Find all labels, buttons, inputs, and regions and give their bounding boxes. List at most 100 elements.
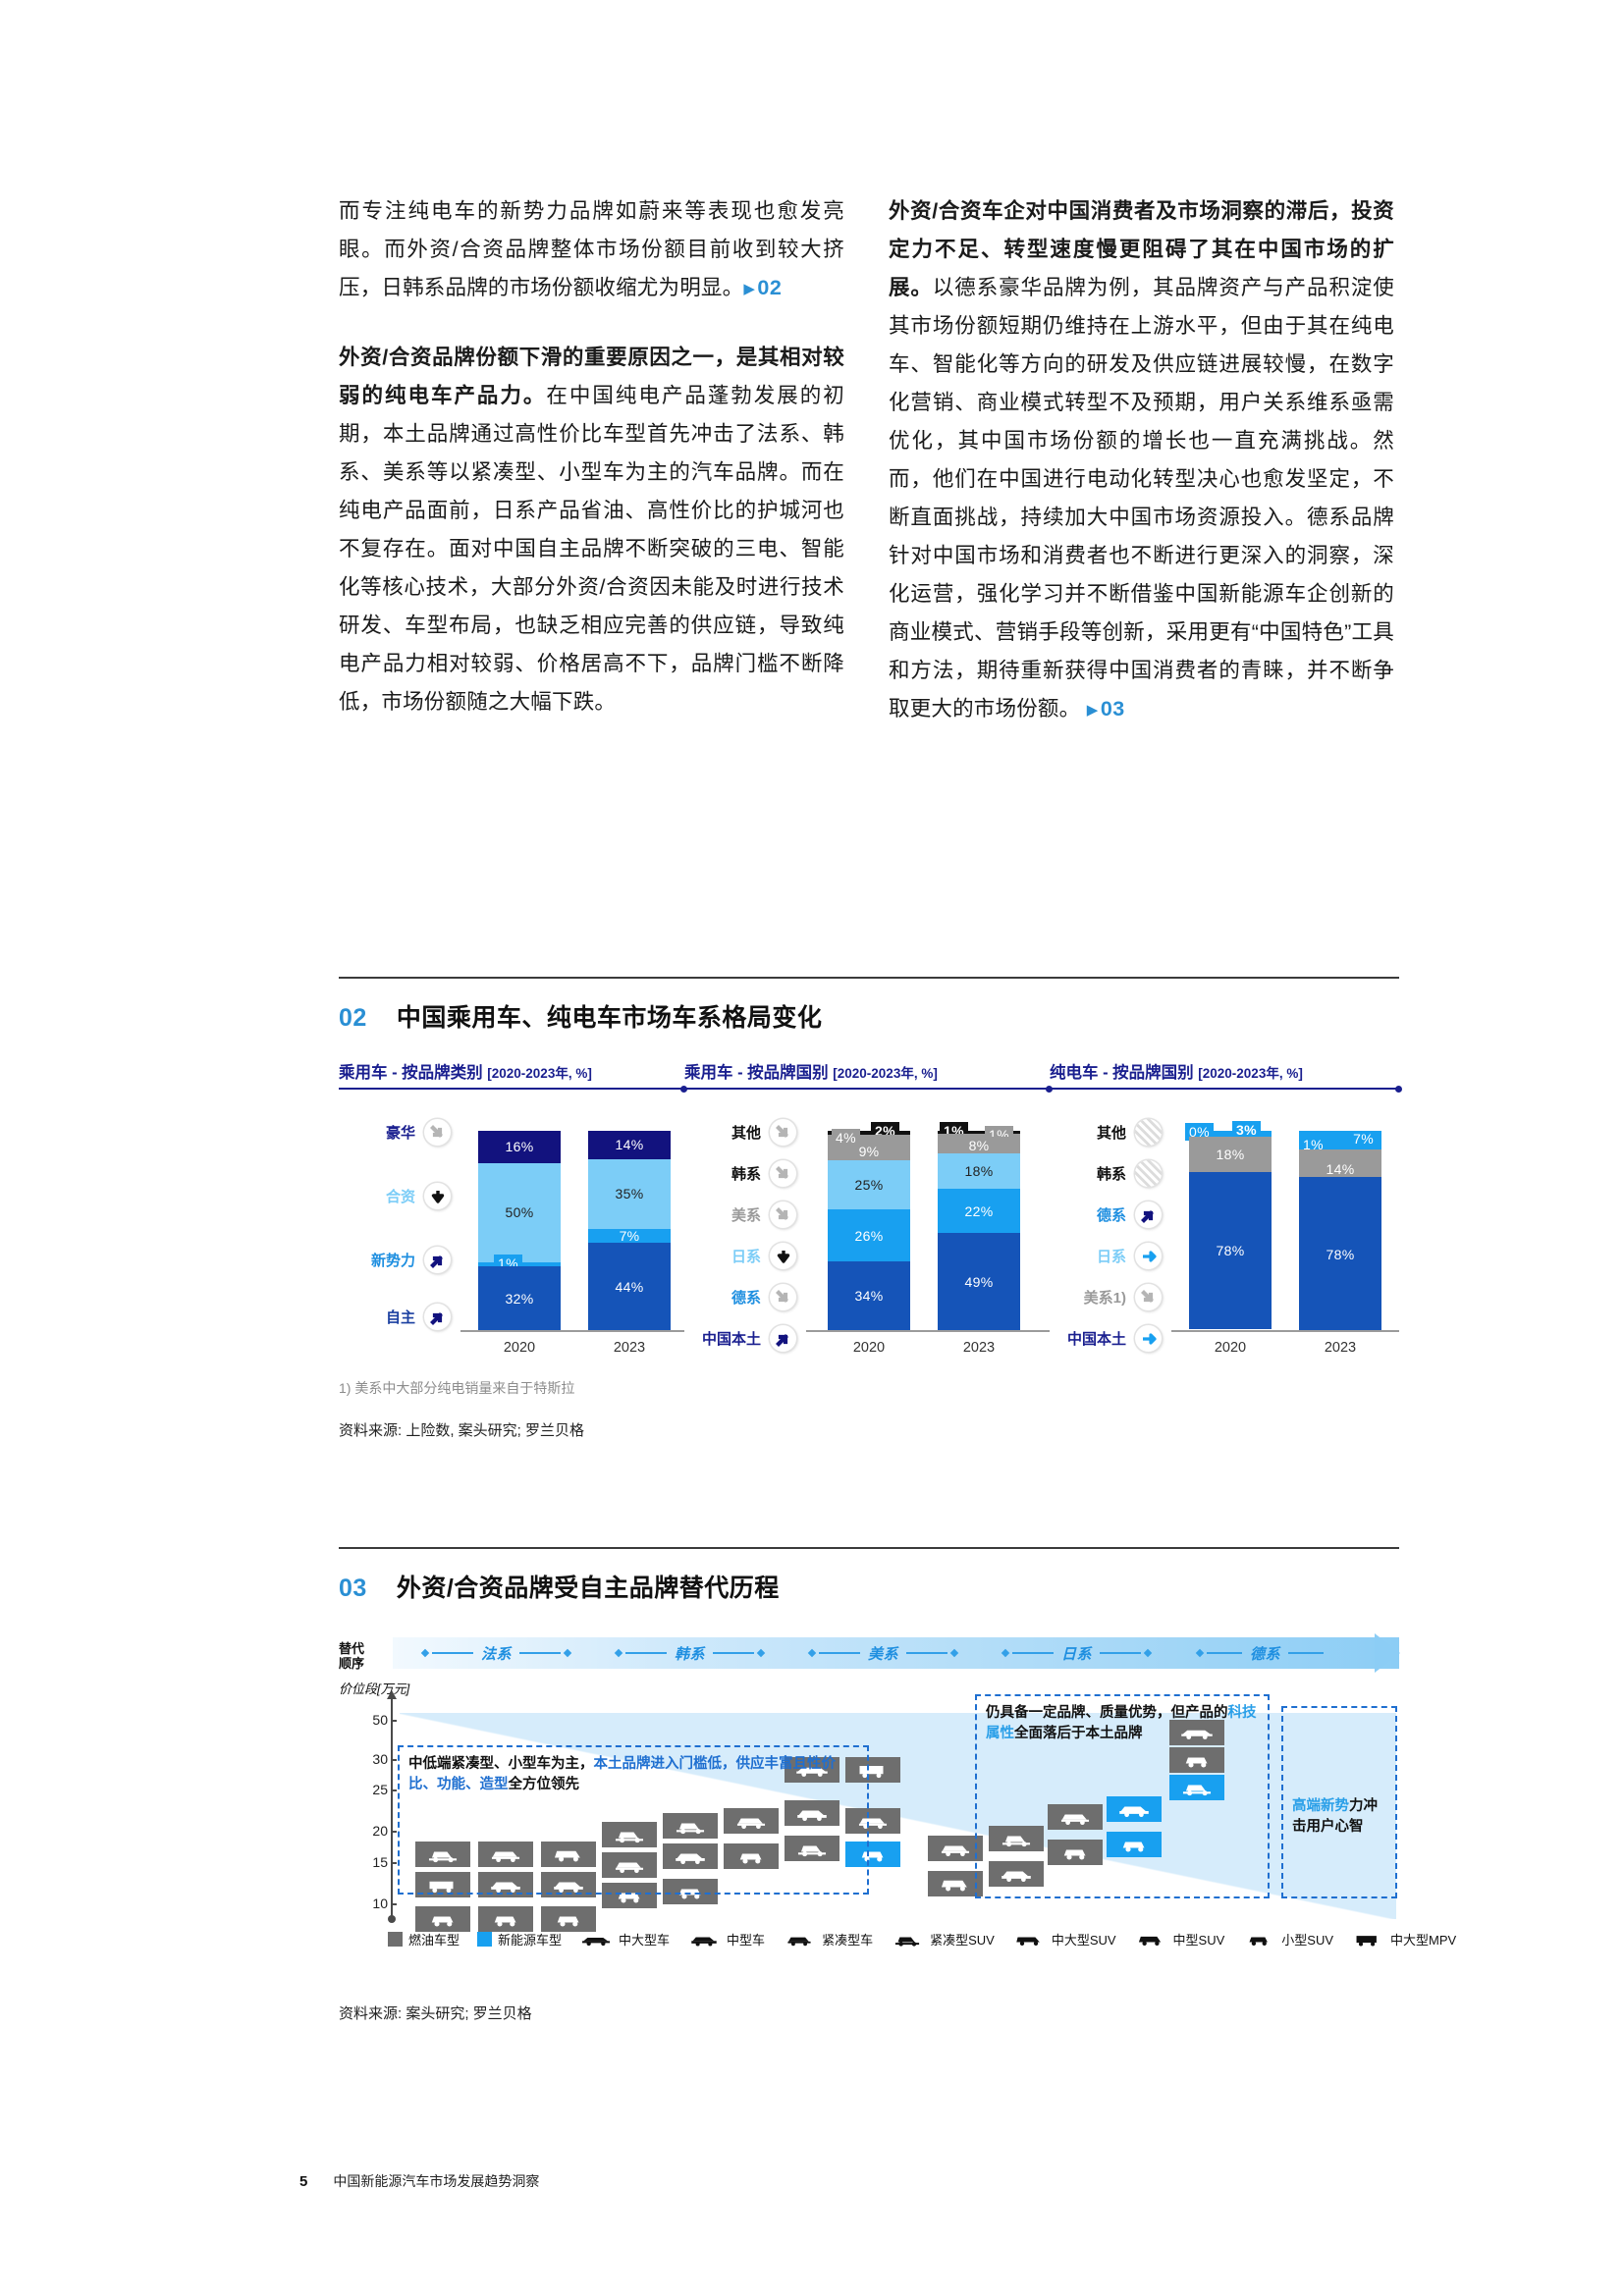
bar-2020[interactable]: 16% 50% 1% 32% 2020	[478, 1131, 561, 1356]
annotation-box-high-end: 高端新势力冲击用户心智	[1281, 1706, 1397, 1898]
car-tile-suv-small	[724, 1843, 779, 1869]
dot-icon	[563, 1648, 572, 1658]
segment-value: 9%	[858, 1144, 880, 1159]
panel-2-rule	[684, 1085, 1053, 1093]
car-tile-sedan-large	[785, 1757, 839, 1783]
bar-2020[interactable]: 0% 3% 18% 78% 2020	[1185, 1121, 1272, 1356]
legend-label: 韩系	[731, 1166, 761, 1183]
legend-label: 中大型SUV	[1051, 1933, 1116, 1948]
legend-mpv-large[interactable]: 中大型MPV	[1351, 1930, 1456, 1949]
legend-item-american[interactable]: 美系	[731, 1201, 796, 1228]
exhibit-ref-02[interactable]: ▶02	[743, 276, 782, 299]
legend-item-korean[interactable]: 韩系	[1097, 1160, 1162, 1187]
annotation-right-text: 高端新势力冲击用户心智	[1283, 1708, 1395, 1844]
suv-large-icon	[1012, 1933, 1046, 1947]
panel-2-axis	[806, 1330, 1050, 1332]
legend-fuel[interactable]: 燃油车型	[388, 1930, 460, 1949]
panel-1-axis	[460, 1330, 684, 1332]
exhibit-03-legend: 燃油车型 新能源车型 中大型车 中型车 紧凑型车 紧凑型SUV 中大型SUV 中…	[388, 1930, 1474, 1949]
legend-item-new-force[interactable]: 新势力	[371, 1247, 451, 1273]
annotation-box-low-end: 中低端紧凑型、小型车为主，本土品牌进入门槛低，供应丰富且性价比、功能、造型全方位…	[398, 1745, 869, 1895]
legend-item-german[interactable]: 德系	[1097, 1201, 1162, 1228]
car-tile-sedan-compact	[845, 1808, 900, 1834]
exhibit-02-header: 02 中国乘用车、纯电车市场车系格局变化	[339, 998, 1399, 1034]
dot-icon	[1001, 1648, 1010, 1658]
sedan-large-icon	[579, 1933, 613, 1947]
exhibit-03-divider	[339, 1547, 1399, 1549]
segment-china-local: 34%	[828, 1261, 910, 1330]
legend-item-german[interactable]: 德系	[731, 1284, 796, 1310]
bar-2023[interactable]: 7% 1% 14% 78% 2023	[1299, 1131, 1381, 1356]
bar-2023[interactable]: 1% 1% 8% 18% 22% 49% 2023	[938, 1122, 1020, 1356]
paragraph-2-text: 在中国纯电产品蓬勃发展的初期，本土品牌通过高性价比车型首先冲击了法系、韩系、美系…	[339, 384, 844, 714]
exhibit-ref-02-label: 02	[757, 276, 783, 299]
bar-2020[interactable]: 2% 4% 9% 25% 26% 34% 2020	[828, 1122, 910, 1356]
sequence-item-korean: 韩系	[594, 1637, 785, 1669]
segment-value: 7%	[1353, 1131, 1374, 1147]
segment-luxury: 14%	[588, 1131, 671, 1159]
panel-1-title-unit: [2020-2023年, %]	[487, 1066, 592, 1081]
legend-item-korean[interactable]: 韩系	[731, 1160, 796, 1187]
legend-item-domestic[interactable]: 自主	[386, 1304, 451, 1330]
legend-suv-mid[interactable]: 中型SUV	[1134, 1930, 1224, 1949]
legend-label: 其他	[1096, 1125, 1126, 1142]
exhibit-02-number: 02	[339, 1004, 367, 1032]
car-tile-sedan-compact	[928, 1836, 983, 1861]
no-trend-hatch-icon	[1135, 1160, 1162, 1187]
y-tick-25: 25	[358, 1782, 397, 1797]
trend-up-right-icon	[424, 1304, 451, 1330]
sequence-name: 美系	[867, 1645, 898, 1663]
segment-value-callout: 1%	[1299, 1136, 1327, 1154]
trend-down-right-icon	[1135, 1284, 1162, 1310]
exhibit-03-number: 03	[339, 1575, 367, 1602]
suv-mid-icon	[1134, 1933, 1167, 1947]
legend-nev[interactable]: 新能源车型	[477, 1930, 562, 1949]
legend-item-china-local[interactable]: 中国本土	[1067, 1325, 1162, 1352]
car-tile-sedan-compact	[478, 1842, 533, 1867]
legend-item-japanese[interactable]: 日系	[731, 1243, 796, 1269]
legend-item-luxury[interactable]: 豪华	[386, 1119, 451, 1146]
sequence-item-german: 德系	[1174, 1637, 1346, 1669]
car-tile-sedan-mid	[663, 1843, 718, 1869]
legend-sedan-compact[interactable]: 紧凑型车	[783, 1930, 873, 1949]
car-tile-sedan-compact	[1048, 1804, 1103, 1830]
exhibit-ref-03[interactable]: ▶03	[1080, 697, 1124, 721]
segment-value-callout: 3%	[1232, 1121, 1261, 1140]
car-tile-suv-small	[1048, 1840, 1103, 1865]
legend-suv-small[interactable]: 小型SUV	[1242, 1930, 1333, 1949]
car-tile-sedan-large	[1169, 1720, 1224, 1745]
segment-value: 25%	[854, 1177, 884, 1193]
y-axis	[387, 1690, 397, 1923]
legend-label: 自主	[385, 1309, 415, 1326]
annotation-right-run-0: 高端新势	[1292, 1798, 1349, 1814]
segment-american: 14%	[1299, 1149, 1381, 1177]
car-tile-mpv-large	[845, 1757, 900, 1783]
legend-item-other[interactable]: 其他	[731, 1119, 796, 1146]
panel-3-title: 纯电车 - 按品牌国别 [2020-2023年, %]	[1050, 1059, 1399, 1083]
legend-suv-large[interactable]: 中大型SUV	[1012, 1930, 1116, 1949]
legend-item-other[interactable]: 其他	[1097, 1119, 1162, 1146]
y-axis-title: 价位段[万元]	[339, 1682, 410, 1696]
sequence-item-japanese: 日系	[981, 1637, 1172, 1669]
car-tile-suv-compact	[663, 1813, 718, 1839]
segment-domestic: 44%	[588, 1243, 671, 1330]
annotation-left-run-0: 中低端紧凑型、小型车为主，	[408, 1756, 594, 1772]
panel-1-title-main: 乘用车 - 按品牌类别	[339, 1064, 483, 1082]
chart-panel-bev-country: 纯电车 - 按品牌国别 [2020-2023年, %] 其他 韩系	[1050, 1059, 1402, 1357]
legend-label: 新势力	[370, 1253, 415, 1269]
line	[1100, 1652, 1141, 1654]
bar-2023[interactable]: 14% 35% 7% 44% 2023	[588, 1131, 671, 1356]
legend-suv-compact[interactable]: 紧凑型SUV	[891, 1930, 995, 1949]
legend-item-japanese[interactable]: 日系	[1097, 1243, 1162, 1269]
legend-item-china-local[interactable]: 中国本土	[702, 1325, 796, 1352]
annotation-box-mid: 仍具备一定品牌、质量优势，但产品的科技属性全面落后于本土品牌	[975, 1694, 1270, 1898]
car-tile-sedan-compact	[602, 1852, 657, 1878]
legend-item-american[interactable]: 美系1)	[1084, 1284, 1162, 1310]
segment-joint-venture: 50%	[478, 1162, 561, 1262]
segment-china-local: 78%	[1189, 1172, 1272, 1329]
legend-item-joint-venture[interactable]: 合资	[386, 1183, 451, 1209]
legend-sedan-mid[interactable]: 中型车	[687, 1930, 765, 1949]
legend-sedan-large[interactable]: 中大型车	[579, 1930, 670, 1949]
segment-value: 7%	[619, 1227, 640, 1244]
segment-value: 32%	[505, 1290, 534, 1307]
